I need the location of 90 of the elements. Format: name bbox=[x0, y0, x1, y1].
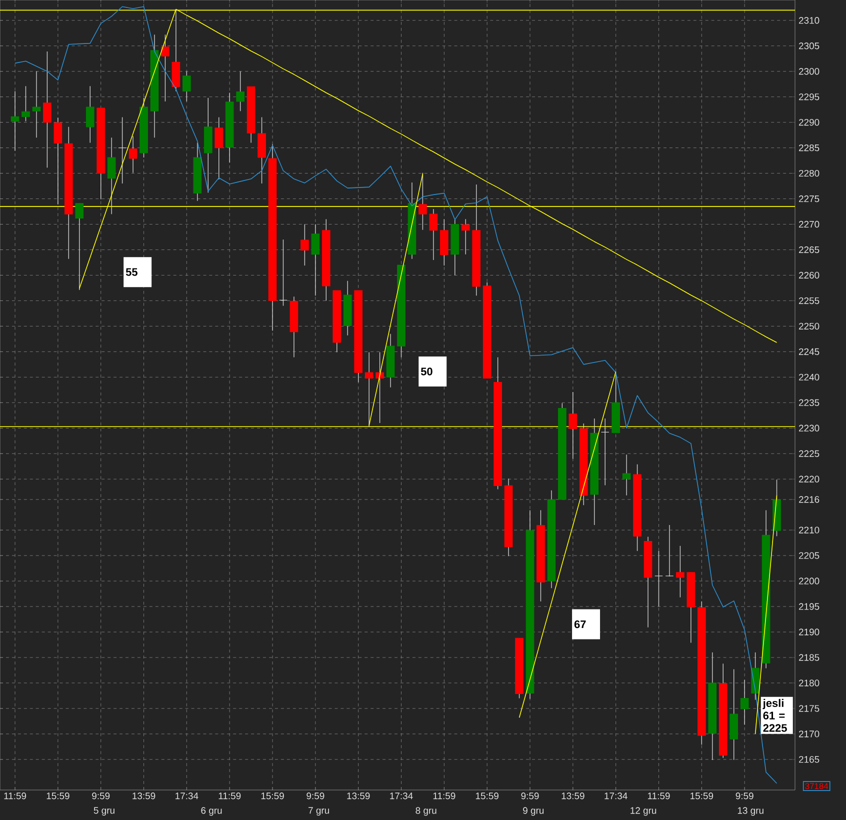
x-tick-label: 13:59 bbox=[132, 792, 156, 800]
candlestick bbox=[32, 71, 41, 138]
y-tick-label: 2225 bbox=[798, 450, 820, 457]
y-tick-label: 2260 bbox=[798, 272, 820, 279]
x-tick-label: 17:34 bbox=[176, 792, 198, 800]
y-tick-label: 2255 bbox=[798, 297, 820, 304]
y-tick-label: 2205 bbox=[798, 552, 820, 559]
annotation: 67 bbox=[574, 620, 586, 628]
candlestick bbox=[54, 117, 62, 205]
y-tick-label: 2285 bbox=[798, 144, 820, 152]
annotation: 50 bbox=[420, 368, 432, 376]
candlestick bbox=[182, 71, 191, 102]
y-tick-label: 2250 bbox=[798, 322, 820, 330]
y-tick-label: 2265 bbox=[798, 246, 820, 254]
y-tick-label: 2210 bbox=[798, 526, 820, 534]
candlestick bbox=[461, 218, 470, 255]
candlestick bbox=[86, 86, 94, 144]
y-tick-label: 2230 bbox=[798, 424, 820, 432]
candlestick bbox=[364, 352, 374, 428]
candlestick bbox=[75, 203, 84, 290]
x-tick-label: 11:59 bbox=[648, 792, 670, 800]
x-tick-label: 15:59 bbox=[261, 792, 284, 800]
candlestick bbox=[376, 352, 384, 424]
x-tick-label: 17:34 bbox=[604, 792, 628, 800]
text: 5 gru bbox=[94, 807, 114, 816]
y-tick-label: 2185 bbox=[798, 654, 820, 661]
text: 37184 bbox=[805, 783, 828, 790]
text: 13 gru bbox=[738, 807, 764, 816]
candlestick bbox=[311, 224, 320, 296]
text: 7 gru bbox=[308, 807, 329, 816]
x-tick-label: 11:59 bbox=[4, 792, 26, 800]
text: 6 gru bbox=[201, 807, 222, 816]
text: 8 gru bbox=[416, 807, 436, 816]
x-tick-label: 9:59 bbox=[736, 792, 754, 800]
candlestick bbox=[418, 172, 427, 230]
candlestick bbox=[429, 208, 438, 260]
y-tick-label: 2270 bbox=[798, 220, 820, 228]
x-tick-label: 17:34 bbox=[390, 792, 413, 800]
candlestick bbox=[665, 524, 674, 577]
y-tick-label: 2195 bbox=[798, 603, 820, 610]
y-tick-label: 2170 bbox=[798, 730, 820, 738]
candlestick bbox=[654, 550, 663, 607]
x-tick-label: 9:59 bbox=[306, 792, 324, 800]
y-tick-label: 2290 bbox=[798, 118, 820, 126]
x-tick-label: 11:59 bbox=[218, 792, 241, 800]
y-tick-label: 2165 bbox=[798, 756, 820, 763]
candlestick bbox=[622, 454, 631, 496]
x-tick-label: 9:59 bbox=[92, 792, 110, 800]
candlestick bbox=[236, 71, 244, 112]
y-tick-label: 2175 bbox=[798, 705, 820, 712]
x-tick-label: 13:59 bbox=[562, 792, 584, 800]
candlestick bbox=[22, 86, 30, 122]
candlestick bbox=[128, 136, 138, 174]
annotation: 55 bbox=[126, 268, 138, 276]
y-tick-label: 2190 bbox=[798, 628, 820, 636]
annotation: jesli 61 = 2225 bbox=[762, 698, 787, 732]
text: 9 gru bbox=[523, 807, 544, 816]
candlestick bbox=[43, 51, 52, 168]
x-tick-label: 15:59 bbox=[476, 792, 498, 800]
candlestick bbox=[258, 116, 266, 184]
candlestick bbox=[161, 34, 170, 102]
x-tick-label: 13:59 bbox=[347, 792, 370, 800]
x-tick-label: 15:59 bbox=[46, 792, 70, 800]
x-tick-label: 11:59 bbox=[433, 792, 456, 800]
y-tick-label: 2305 bbox=[798, 42, 820, 50]
y-tick-label: 2240 bbox=[798, 374, 820, 381]
y-tick-label: 2310 bbox=[798, 17, 820, 24]
candlestick bbox=[300, 224, 309, 266]
candlestick bbox=[740, 680, 749, 726]
candlestick bbox=[214, 116, 224, 180]
y-tick-label: 2180 bbox=[798, 680, 820, 686]
x-tick-label: 15:59 bbox=[690, 792, 714, 800]
x-tick-label: 9:59 bbox=[521, 792, 539, 800]
y-tick-label: 2295 bbox=[798, 93, 820, 100]
y-tick-label: 2200 bbox=[798, 578, 820, 584]
candlestick bbox=[118, 116, 126, 184]
candlestick bbox=[107, 137, 116, 214]
y-tick-label: 2220 bbox=[798, 476, 820, 482]
y-tick-label: 2245 bbox=[798, 348, 820, 356]
y-tick-label: 2280 bbox=[798, 170, 820, 177]
y-tick-label: 2275 bbox=[798, 195, 820, 202]
candlestick bbox=[676, 546, 684, 598]
candlestick bbox=[279, 239, 288, 306]
text: 12 gru bbox=[630, 807, 656, 816]
y-tick-label: 2300 bbox=[798, 68, 820, 75]
candlestick bbox=[10, 90, 20, 152]
y-tick-label: 2235 bbox=[798, 399, 820, 406]
candlestick bbox=[568, 392, 578, 460]
y-tick-label: 2216 bbox=[798, 496, 820, 503]
candlestick bbox=[600, 418, 610, 486]
